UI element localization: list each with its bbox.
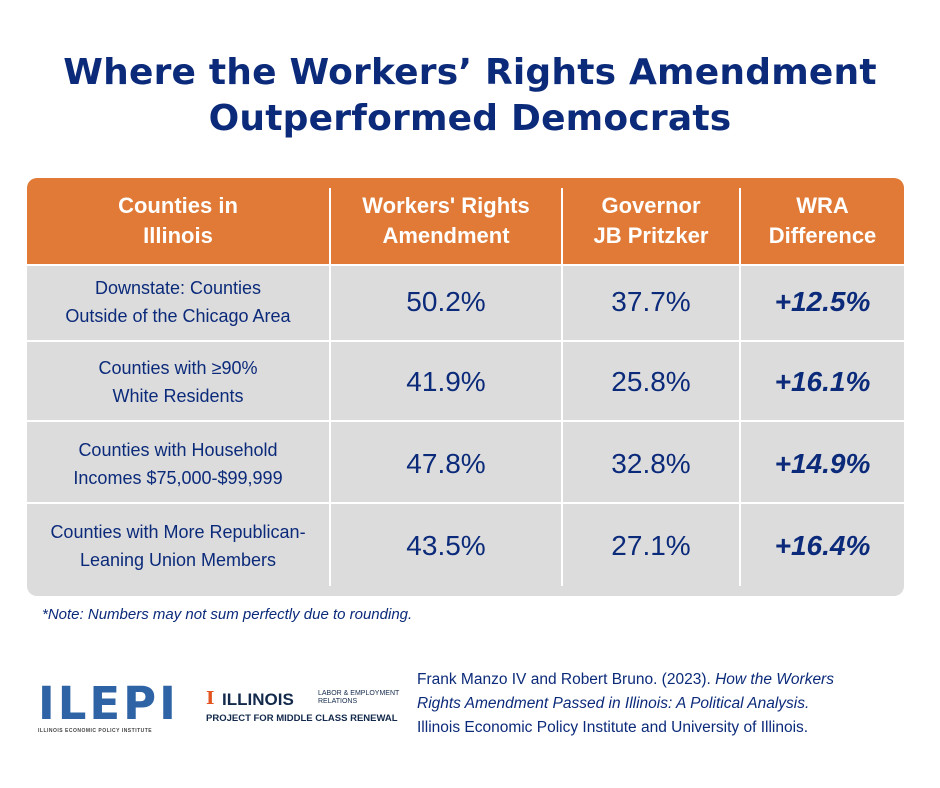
pritzker-value: 37.7% xyxy=(611,286,691,317)
county-category: Counties with More Republican- Leaning U… xyxy=(27,506,329,586)
illinois-block-i-icon: I xyxy=(206,688,215,709)
column-header-line: Workers' Rights xyxy=(362,193,530,218)
wra-value: 43.5% xyxy=(406,530,486,561)
county-category-line: Incomes $75,000-$99,999 xyxy=(73,468,283,488)
row-divider xyxy=(27,502,904,504)
table-row: Downstate: Counties Outside of the Chica… xyxy=(27,262,904,342)
row-divider xyxy=(27,420,904,422)
ilepi-subtitle: ILLINOIS ECONOMIC POLICY INSTITUTE xyxy=(38,728,153,734)
column-divider xyxy=(561,188,563,264)
table-body: Downstate: Counties Outside of the Chica… xyxy=(27,266,904,596)
pritzker-value: 27.1% xyxy=(611,530,691,561)
table-row: Counties with More Republican- Leaning U… xyxy=(27,506,904,586)
column-header-wra: Workers' Rights Amendment xyxy=(331,178,561,264)
difference-value: +12.5% xyxy=(774,286,871,317)
citation-authors: Frank Manzo IV and Robert Bruno. (2023). xyxy=(417,671,711,688)
column-header-line: Counties in xyxy=(118,193,238,218)
title-line-2: Outperformed Democrats xyxy=(208,98,732,139)
county-category-line: White Residents xyxy=(112,386,244,406)
column-header-line: JB Pritzker xyxy=(593,223,709,248)
column-header-pritzker: Governor JB Pritzker xyxy=(563,178,739,264)
column-header-difference: WRA Difference xyxy=(741,178,904,264)
ilepi-logo: ILEPI ILLINOIS ECONOMIC POLICY INSTITUTE xyxy=(38,680,178,736)
difference-value: +16.1% xyxy=(774,366,871,397)
column-divider xyxy=(739,188,741,264)
page-title: Where the Workers’ Rights Amendment Outp… xyxy=(0,50,940,142)
column-header-line: Governor xyxy=(601,193,701,218)
column-divider xyxy=(329,188,331,264)
row-divider xyxy=(27,340,904,342)
column-divider xyxy=(561,266,563,586)
column-divider xyxy=(329,266,331,586)
wra-value: 47.8% xyxy=(406,448,486,479)
illinois-wordmark: ILLINOIS xyxy=(222,690,294,709)
ler-label-line: LABOR & EMPLOYMENT xyxy=(318,690,400,697)
county-category-line: Counties with ≥90% xyxy=(98,358,258,378)
project-label: PROJECT FOR MIDDLE CLASS RENEWAL xyxy=(206,713,398,724)
wra-value: 41.9% xyxy=(406,366,486,397)
difference-value: +16.4% xyxy=(774,530,871,561)
county-category-line: Counties with Household xyxy=(78,440,278,460)
citation-line-1: Frank Manzo IV and Robert Bruno. (2023).… xyxy=(417,668,917,692)
county-category: Downstate: Counties Outside of the Chica… xyxy=(27,262,329,342)
rounding-note: *Note: Numbers may not sum perfectly due… xyxy=(42,606,413,623)
column-header-line: WRA xyxy=(796,193,849,218)
county-category-line: Counties with More Republican- xyxy=(50,522,306,542)
column-header-counties: Counties in Illinois xyxy=(27,178,329,264)
column-divider xyxy=(739,266,741,586)
table-row: Counties with ≥90% White Residents 41.9%… xyxy=(27,342,904,422)
county-category-line: Leaning Union Members xyxy=(79,550,277,570)
column-header-line: Illinois xyxy=(143,223,213,248)
county-category-line: Outside of the Chicago Area xyxy=(65,306,291,326)
title-line-1: Where the Workers’ Rights Amendment xyxy=(63,52,877,93)
ler-label-line: RELATIONS xyxy=(318,698,358,705)
citation-title-part: How the Workers xyxy=(715,671,834,688)
wra-value: 50.2% xyxy=(406,286,486,317)
pritzker-value: 25.8% xyxy=(611,366,691,397)
county-category: Counties with ≥90% White Residents xyxy=(27,342,329,422)
difference-value: +14.9% xyxy=(774,448,871,479)
ilepi-wordmark: ILEPI xyxy=(38,677,179,730)
citation-line-3: Illinois Economic Policy Institute and U… xyxy=(417,719,809,736)
county-category-line: Downstate: Counties xyxy=(94,278,262,298)
source-citation: Frank Manzo IV and Robert Bruno. (2023).… xyxy=(417,668,917,740)
county-category: Counties with Household Incomes $75,000-… xyxy=(27,424,329,504)
table-header: Counties in Illinois Workers' Rights Ame… xyxy=(27,178,904,264)
illinois-ler-logo: I ILLINOIS LABOR & EMPLOYMENT RELATIONS … xyxy=(206,688,399,728)
column-header-line: Amendment xyxy=(382,223,510,248)
table-row: Counties with Household Incomes $75,000-… xyxy=(27,424,904,504)
column-header-line: Difference xyxy=(768,223,877,248)
ler-label: LABOR & EMPLOYMENT RELATIONS xyxy=(318,690,400,706)
citation-line-2: Rights Amendment Passed in Illinois: A P… xyxy=(417,695,810,712)
pritzker-value: 32.8% xyxy=(611,448,691,479)
